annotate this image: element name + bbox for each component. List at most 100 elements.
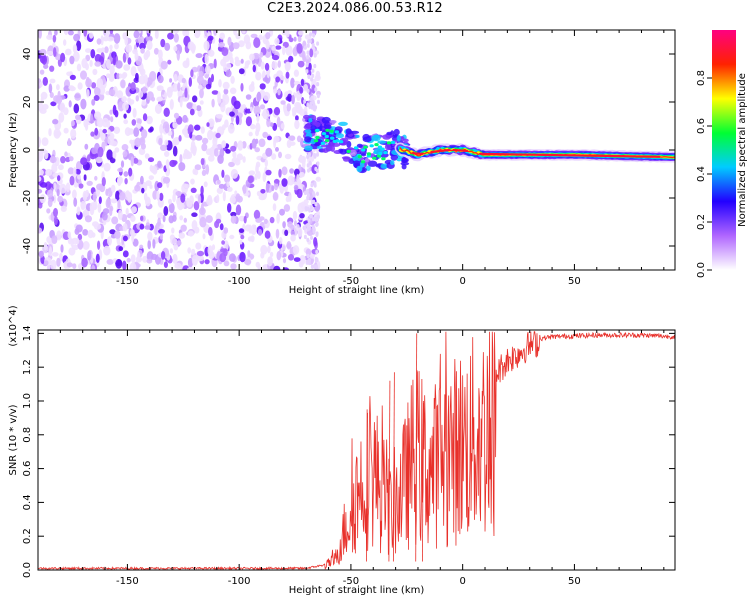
noise-speckle bbox=[267, 245, 271, 254]
noise-speckle bbox=[117, 176, 123, 185]
noise-speckle bbox=[100, 35, 104, 46]
noise-speckle bbox=[187, 247, 192, 254]
noise-speckle bbox=[286, 241, 292, 250]
noise-speckle bbox=[139, 68, 146, 76]
signal-blob bbox=[308, 118, 313, 123]
signal-blob bbox=[396, 158, 402, 162]
noise-speckle bbox=[183, 148, 189, 157]
y-tick-label: 0.8 bbox=[22, 427, 33, 443]
noise-speckle bbox=[248, 224, 252, 234]
noise-speckle bbox=[92, 68, 98, 76]
noise-speckle bbox=[287, 221, 293, 228]
noise-speckle bbox=[134, 52, 139, 61]
noise-speckle bbox=[309, 32, 313, 37]
noise-speckle bbox=[120, 79, 126, 89]
noise-speckle bbox=[297, 60, 305, 68]
noise-speckle bbox=[51, 163, 58, 173]
noise-speckle bbox=[309, 48, 314, 58]
noise-speckle bbox=[103, 245, 111, 256]
noise-speckle bbox=[223, 227, 229, 234]
noise-speckle bbox=[203, 40, 210, 51]
noise-speckle bbox=[192, 95, 198, 103]
noise-speckle bbox=[235, 193, 241, 202]
noise-speckle bbox=[87, 229, 94, 239]
noise-speckle bbox=[284, 153, 292, 160]
noise-speckle bbox=[72, 44, 78, 53]
noise-speckle bbox=[85, 122, 89, 131]
noise-speckle bbox=[306, 253, 310, 259]
noise-speckle bbox=[282, 45, 286, 56]
noise-speckle bbox=[106, 149, 113, 160]
noise-speckle bbox=[200, 126, 205, 134]
noise-speckle bbox=[284, 229, 289, 236]
noise-speckle bbox=[62, 39, 67, 46]
noise-speckle bbox=[281, 166, 288, 176]
y-tick-label: 0 bbox=[22, 147, 33, 153]
signal-blob bbox=[380, 147, 385, 151]
noise-speckle bbox=[124, 36, 128, 46]
noise-speckle bbox=[56, 188, 60, 197]
noise-speckle bbox=[104, 46, 109, 54]
noise-speckle bbox=[290, 230, 295, 236]
noise-speckle bbox=[102, 128, 107, 134]
noise-speckle bbox=[60, 52, 66, 63]
noise-speckle bbox=[303, 190, 307, 196]
noise-speckle bbox=[106, 120, 111, 128]
signal-blob bbox=[335, 133, 344, 139]
noise-speckle bbox=[265, 32, 271, 40]
noise-speckle bbox=[311, 100, 315, 105]
noise-speckle bbox=[157, 160, 162, 168]
noise-speckle bbox=[41, 244, 49, 254]
noise-speckle bbox=[103, 162, 111, 172]
noise-speckle bbox=[316, 93, 320, 99]
noise-speckle bbox=[200, 158, 205, 166]
noise-speckle bbox=[76, 206, 81, 216]
noise-speckle bbox=[262, 108, 270, 120]
signal-blob bbox=[324, 134, 329, 139]
noise-speckle bbox=[313, 183, 317, 188]
noise-speckle bbox=[240, 234, 245, 240]
signal-blob bbox=[366, 152, 372, 156]
noise-speckle bbox=[172, 214, 177, 222]
y-tick-label: -20 bbox=[22, 190, 33, 206]
noise-speckle bbox=[118, 246, 124, 252]
noise-speckle bbox=[142, 255, 148, 263]
noise-speckle bbox=[308, 152, 311, 157]
noise-speckle bbox=[63, 85, 70, 92]
noise-speckle bbox=[65, 48, 72, 56]
noise-speckle bbox=[194, 164, 202, 171]
noise-speckle bbox=[226, 181, 230, 188]
noise-speckle bbox=[46, 236, 52, 244]
noise-speckle bbox=[193, 201, 200, 211]
noise-speckle bbox=[69, 74, 76, 80]
noise-speckle bbox=[144, 225, 151, 230]
noise-speckle bbox=[296, 188, 303, 199]
noise-speckle bbox=[53, 215, 58, 226]
noise-speckle bbox=[176, 240, 182, 246]
noise-speckle bbox=[168, 202, 175, 214]
noise-speckle bbox=[139, 42, 146, 50]
noise-speckle bbox=[255, 71, 262, 81]
noise-speckle bbox=[265, 147, 273, 157]
noise-speckle bbox=[73, 33, 81, 42]
noise-speckle bbox=[204, 53, 209, 65]
noise-speckle bbox=[180, 224, 187, 232]
noise-speckle bbox=[77, 82, 83, 90]
noise-speckle bbox=[114, 147, 120, 153]
noise-speckle bbox=[56, 257, 61, 267]
noise-speckle bbox=[191, 220, 198, 231]
noise-speckle bbox=[123, 119, 129, 125]
noise-speckle bbox=[142, 86, 147, 94]
noise-speckle bbox=[172, 253, 178, 265]
noise-speckle bbox=[269, 122, 274, 127]
noise-speckle bbox=[112, 150, 117, 159]
noise-speckle bbox=[191, 255, 198, 266]
noise-speckle bbox=[285, 61, 291, 71]
noise-speckle bbox=[311, 43, 315, 48]
noise-speckle bbox=[150, 165, 158, 174]
noise-speckle bbox=[133, 30, 140, 39]
snr-plot bbox=[38, 331, 675, 570]
noise-speckle bbox=[160, 144, 168, 151]
noise-speckle bbox=[110, 116, 114, 123]
colorbar-label: Normalized spectral amplitude bbox=[737, 73, 748, 227]
